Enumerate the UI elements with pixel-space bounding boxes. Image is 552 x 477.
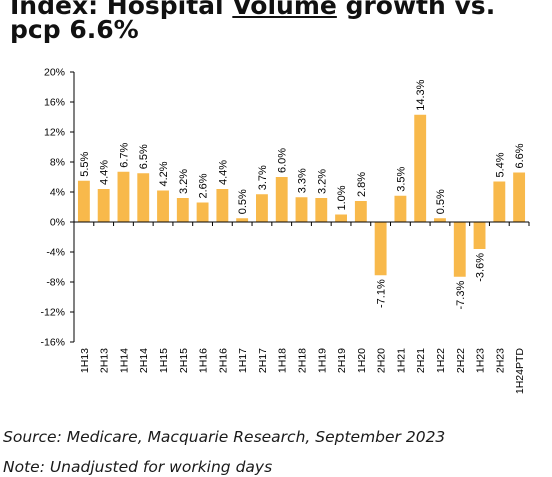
- bar: [256, 194, 268, 222]
- data-label: 5.4%: [494, 152, 506, 177]
- data-label: 3.2%: [178, 169, 190, 194]
- x-tick-label: 1H22: [435, 348, 447, 373]
- y-tick-label: -8%: [46, 277, 65, 289]
- y-tick-label: 0%: [50, 217, 65, 229]
- data-label: 4.4%: [217, 160, 229, 185]
- bar: [236, 218, 249, 222]
- data-label: 0.5%: [435, 189, 447, 214]
- bar: [97, 189, 110, 222]
- x-tick-label: 1H16: [198, 348, 210, 373]
- y-tick-label: 4%: [50, 187, 65, 199]
- x-tick-label: 2H13: [99, 348, 111, 373]
- data-label: 0.5%: [237, 189, 249, 214]
- bar-chart: -16% -12% -8% -4% 0% 4% 8% 12% 16% 20% 5.5% 1H13 4.4…: [40, 67, 530, 395]
- data-label: 3.3%: [297, 168, 309, 193]
- bar: [196, 202, 209, 222]
- title-text-start: Index: Hospital: [10, 0, 233, 20]
- bar: [493, 181, 506, 222]
- x-tick-label: 1H15: [158, 348, 170, 373]
- page-title: Index: Hospital Volume growth vs. pcp 6.…: [10, 0, 550, 42]
- bar: [295, 197, 308, 222]
- y-tick-label: 8%: [50, 157, 65, 169]
- data-label: 2.8%: [356, 172, 368, 197]
- footnote: Note: Unadjusted for working days: [3, 458, 273, 476]
- data-label: -7.1%: [376, 279, 388, 308]
- x-tick-label: 1H21: [395, 348, 407, 373]
- x-tick-label: 1H20: [356, 348, 368, 373]
- bar: [414, 114, 427, 222]
- data-label: 6.6%: [514, 143, 526, 168]
- data-label: -7.3%: [455, 281, 467, 310]
- data-label: 6.0%: [277, 148, 289, 173]
- data-label: 6.5%: [138, 144, 150, 169]
- y-tick-label: -12%: [40, 307, 65, 319]
- title-text-underlined: Volume: [232, 0, 337, 20]
- x-tick-label: 2H14: [138, 348, 150, 373]
- x-tick-label: 1H14: [118, 348, 130, 373]
- bar: [473, 222, 486, 249]
- data-label: 4.2%: [158, 161, 170, 186]
- x-tick-label: 2H17: [257, 348, 269, 373]
- bar: [453, 222, 466, 277]
- title-text-end: growth vs. pcp 6.6%: [10, 0, 496, 44]
- y-tick-label: 20%: [44, 67, 65, 79]
- bar: [394, 195, 407, 222]
- x-tick-label: 1H17: [237, 348, 249, 373]
- x-tick-label: 2H22: [455, 348, 467, 373]
- bar: [434, 218, 446, 222]
- x-tick-label: 2H20: [376, 348, 388, 373]
- data-label: 1.0%: [336, 185, 348, 210]
- x-tick-label: 2H19: [336, 348, 348, 373]
- data-label: 5.5%: [79, 151, 91, 176]
- bar: [77, 180, 90, 222]
- x-tick-label: 1H19: [316, 348, 328, 373]
- x-tick-label: 1H24PTD: [514, 348, 526, 395]
- data-label: 4.4%: [99, 160, 111, 185]
- bar: [176, 198, 189, 222]
- x-tick-label: 1H13: [79, 348, 91, 373]
- data-label: 3.2%: [316, 169, 328, 194]
- bar: [374, 222, 387, 276]
- bar: [117, 171, 130, 222]
- bar: [216, 189, 229, 222]
- x-tick-label: 2H21: [415, 348, 427, 373]
- y-tick-label: 12%: [44, 127, 65, 139]
- data-label: 3.7%: [257, 165, 269, 190]
- y-tick-label: -16%: [40, 337, 65, 349]
- x-tick-label: 2H16: [217, 348, 229, 373]
- x-tick-label: 2H18: [297, 348, 309, 373]
- x-tick-label: 1H18: [277, 348, 289, 373]
- data-label: 3.5%: [395, 166, 407, 191]
- x-tick-label: 2H15: [178, 348, 190, 373]
- x-tick-label: 1H23: [475, 348, 487, 373]
- y-tick-label: -4%: [46, 247, 65, 259]
- chart-area: -16% -12% -8% -4% 0% 4% 8% 12% 16% 20% 5.5% 1H13 4.4…: [2, 60, 544, 410]
- data-label: 14.3%: [415, 79, 427, 110]
- bar: [157, 190, 169, 222]
- data-label: -3.6%: [475, 253, 487, 282]
- x-tick-label: 2H23: [494, 348, 506, 373]
- y-tick-label: 16%: [44, 97, 65, 109]
- bar: [137, 173, 150, 222]
- bar: [315, 198, 328, 222]
- bar: [513, 172, 526, 222]
- bar: [354, 201, 367, 222]
- data-label: 2.6%: [198, 173, 210, 198]
- bar: [335, 214, 347, 222]
- bar: [275, 177, 288, 222]
- source-note: Source: Medicare, Macquarie Research, Se…: [3, 428, 446, 446]
- data-label: 6.7%: [118, 142, 130, 167]
